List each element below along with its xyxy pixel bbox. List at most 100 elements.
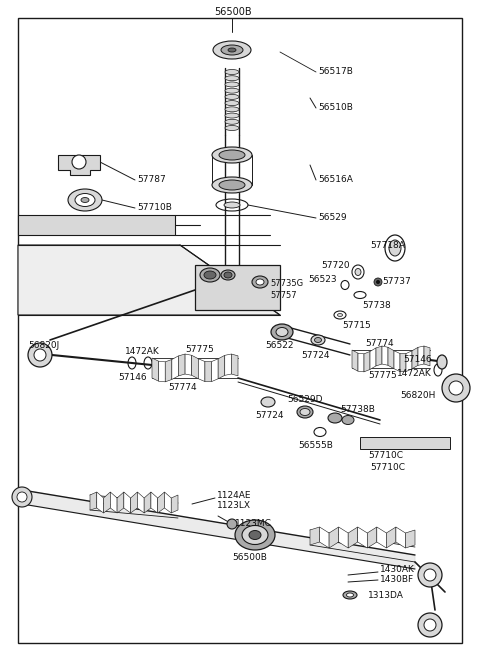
Polygon shape [400,354,406,371]
Ellipse shape [212,147,252,163]
Text: 57710B: 57710B [137,203,172,213]
Polygon shape [329,527,338,548]
Ellipse shape [200,268,220,282]
Polygon shape [412,347,418,369]
Polygon shape [320,527,329,548]
Ellipse shape [221,45,243,55]
Text: 56517B: 56517B [318,68,353,77]
Text: 1123MC: 1123MC [235,520,272,529]
Ellipse shape [314,337,322,342]
Text: 1123LX: 1123LX [217,501,251,510]
Polygon shape [171,495,178,513]
Polygon shape [218,356,225,379]
Circle shape [374,278,382,286]
Ellipse shape [252,276,268,288]
Ellipse shape [355,268,361,276]
Circle shape [17,492,27,502]
Circle shape [442,374,470,402]
Text: 56529D: 56529D [287,396,323,405]
Text: 57757: 57757 [270,291,297,300]
Ellipse shape [204,271,216,279]
Circle shape [449,381,463,395]
Polygon shape [97,492,104,513]
Ellipse shape [221,270,235,280]
Text: 57710C: 57710C [370,464,405,472]
Circle shape [72,155,86,169]
Circle shape [227,519,237,529]
Polygon shape [144,492,151,513]
Bar [360,437,450,449]
Text: 56510B: 56510B [318,104,353,112]
Polygon shape [22,490,415,569]
Ellipse shape [228,48,236,52]
Text: 1430BF: 1430BF [380,575,414,584]
Ellipse shape [256,279,264,285]
Ellipse shape [225,125,239,131]
Text: 57710C: 57710C [368,451,403,459]
Circle shape [418,563,442,587]
Polygon shape [310,527,320,545]
Ellipse shape [219,150,245,160]
Circle shape [28,343,52,367]
Polygon shape [212,359,218,382]
Polygon shape [110,492,117,513]
Circle shape [418,613,442,637]
Polygon shape [406,530,415,548]
Polygon shape [18,245,280,315]
Text: 57718A: 57718A [370,241,405,249]
Circle shape [424,569,436,581]
Polygon shape [358,527,367,548]
Circle shape [34,349,46,361]
Text: 56820H: 56820H [401,390,436,400]
Polygon shape [158,492,165,513]
Ellipse shape [249,531,261,539]
Polygon shape [158,361,165,382]
Polygon shape [165,359,172,382]
Polygon shape [137,492,144,513]
Polygon shape [185,354,192,375]
Polygon shape [172,356,179,379]
Ellipse shape [261,397,275,407]
Ellipse shape [225,94,239,100]
Ellipse shape [225,75,239,81]
Text: 56820J: 56820J [28,340,59,350]
Polygon shape [90,492,97,510]
Circle shape [424,619,436,631]
Text: 57724: 57724 [255,411,284,419]
Ellipse shape [68,189,102,211]
Ellipse shape [271,324,293,340]
Ellipse shape [235,520,275,550]
Text: 57146: 57146 [403,356,432,365]
Ellipse shape [389,240,401,256]
Polygon shape [406,351,412,371]
Ellipse shape [311,335,325,345]
Text: 57737: 57737 [382,277,411,287]
Ellipse shape [276,327,288,337]
Text: 56500B: 56500B [214,7,252,17]
Text: 57724: 57724 [302,350,330,359]
Ellipse shape [225,82,239,87]
Ellipse shape [342,415,354,424]
Polygon shape [364,352,370,372]
Ellipse shape [225,119,239,124]
Text: 57738: 57738 [362,300,391,310]
Ellipse shape [213,41,251,59]
Ellipse shape [225,100,239,106]
Polygon shape [58,155,100,175]
Ellipse shape [225,107,239,112]
Ellipse shape [224,272,232,278]
Polygon shape [382,346,388,365]
Polygon shape [179,354,185,376]
Polygon shape [396,527,406,548]
Polygon shape [394,351,400,371]
Ellipse shape [242,525,268,544]
Ellipse shape [224,202,240,208]
Polygon shape [117,492,124,513]
Ellipse shape [225,70,239,75]
Polygon shape [352,350,358,371]
Polygon shape [377,527,386,548]
Text: 57735G: 57735G [270,279,303,287]
Text: 56555B: 56555B [299,440,334,449]
Polygon shape [386,527,396,548]
Polygon shape [370,348,376,369]
